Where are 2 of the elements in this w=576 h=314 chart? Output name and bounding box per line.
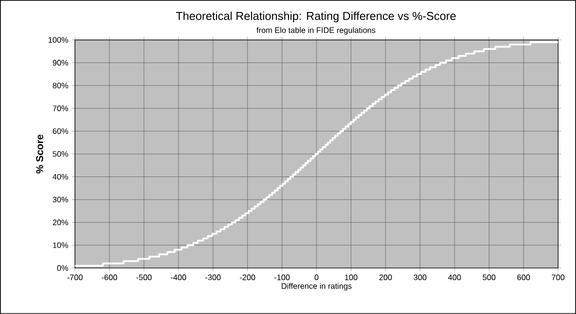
- chart-title: Theoretical Relationship: Rating Difference vs %-Score: [176, 12, 456, 22]
- y-axis-title: % Score: [36, 134, 44, 174]
